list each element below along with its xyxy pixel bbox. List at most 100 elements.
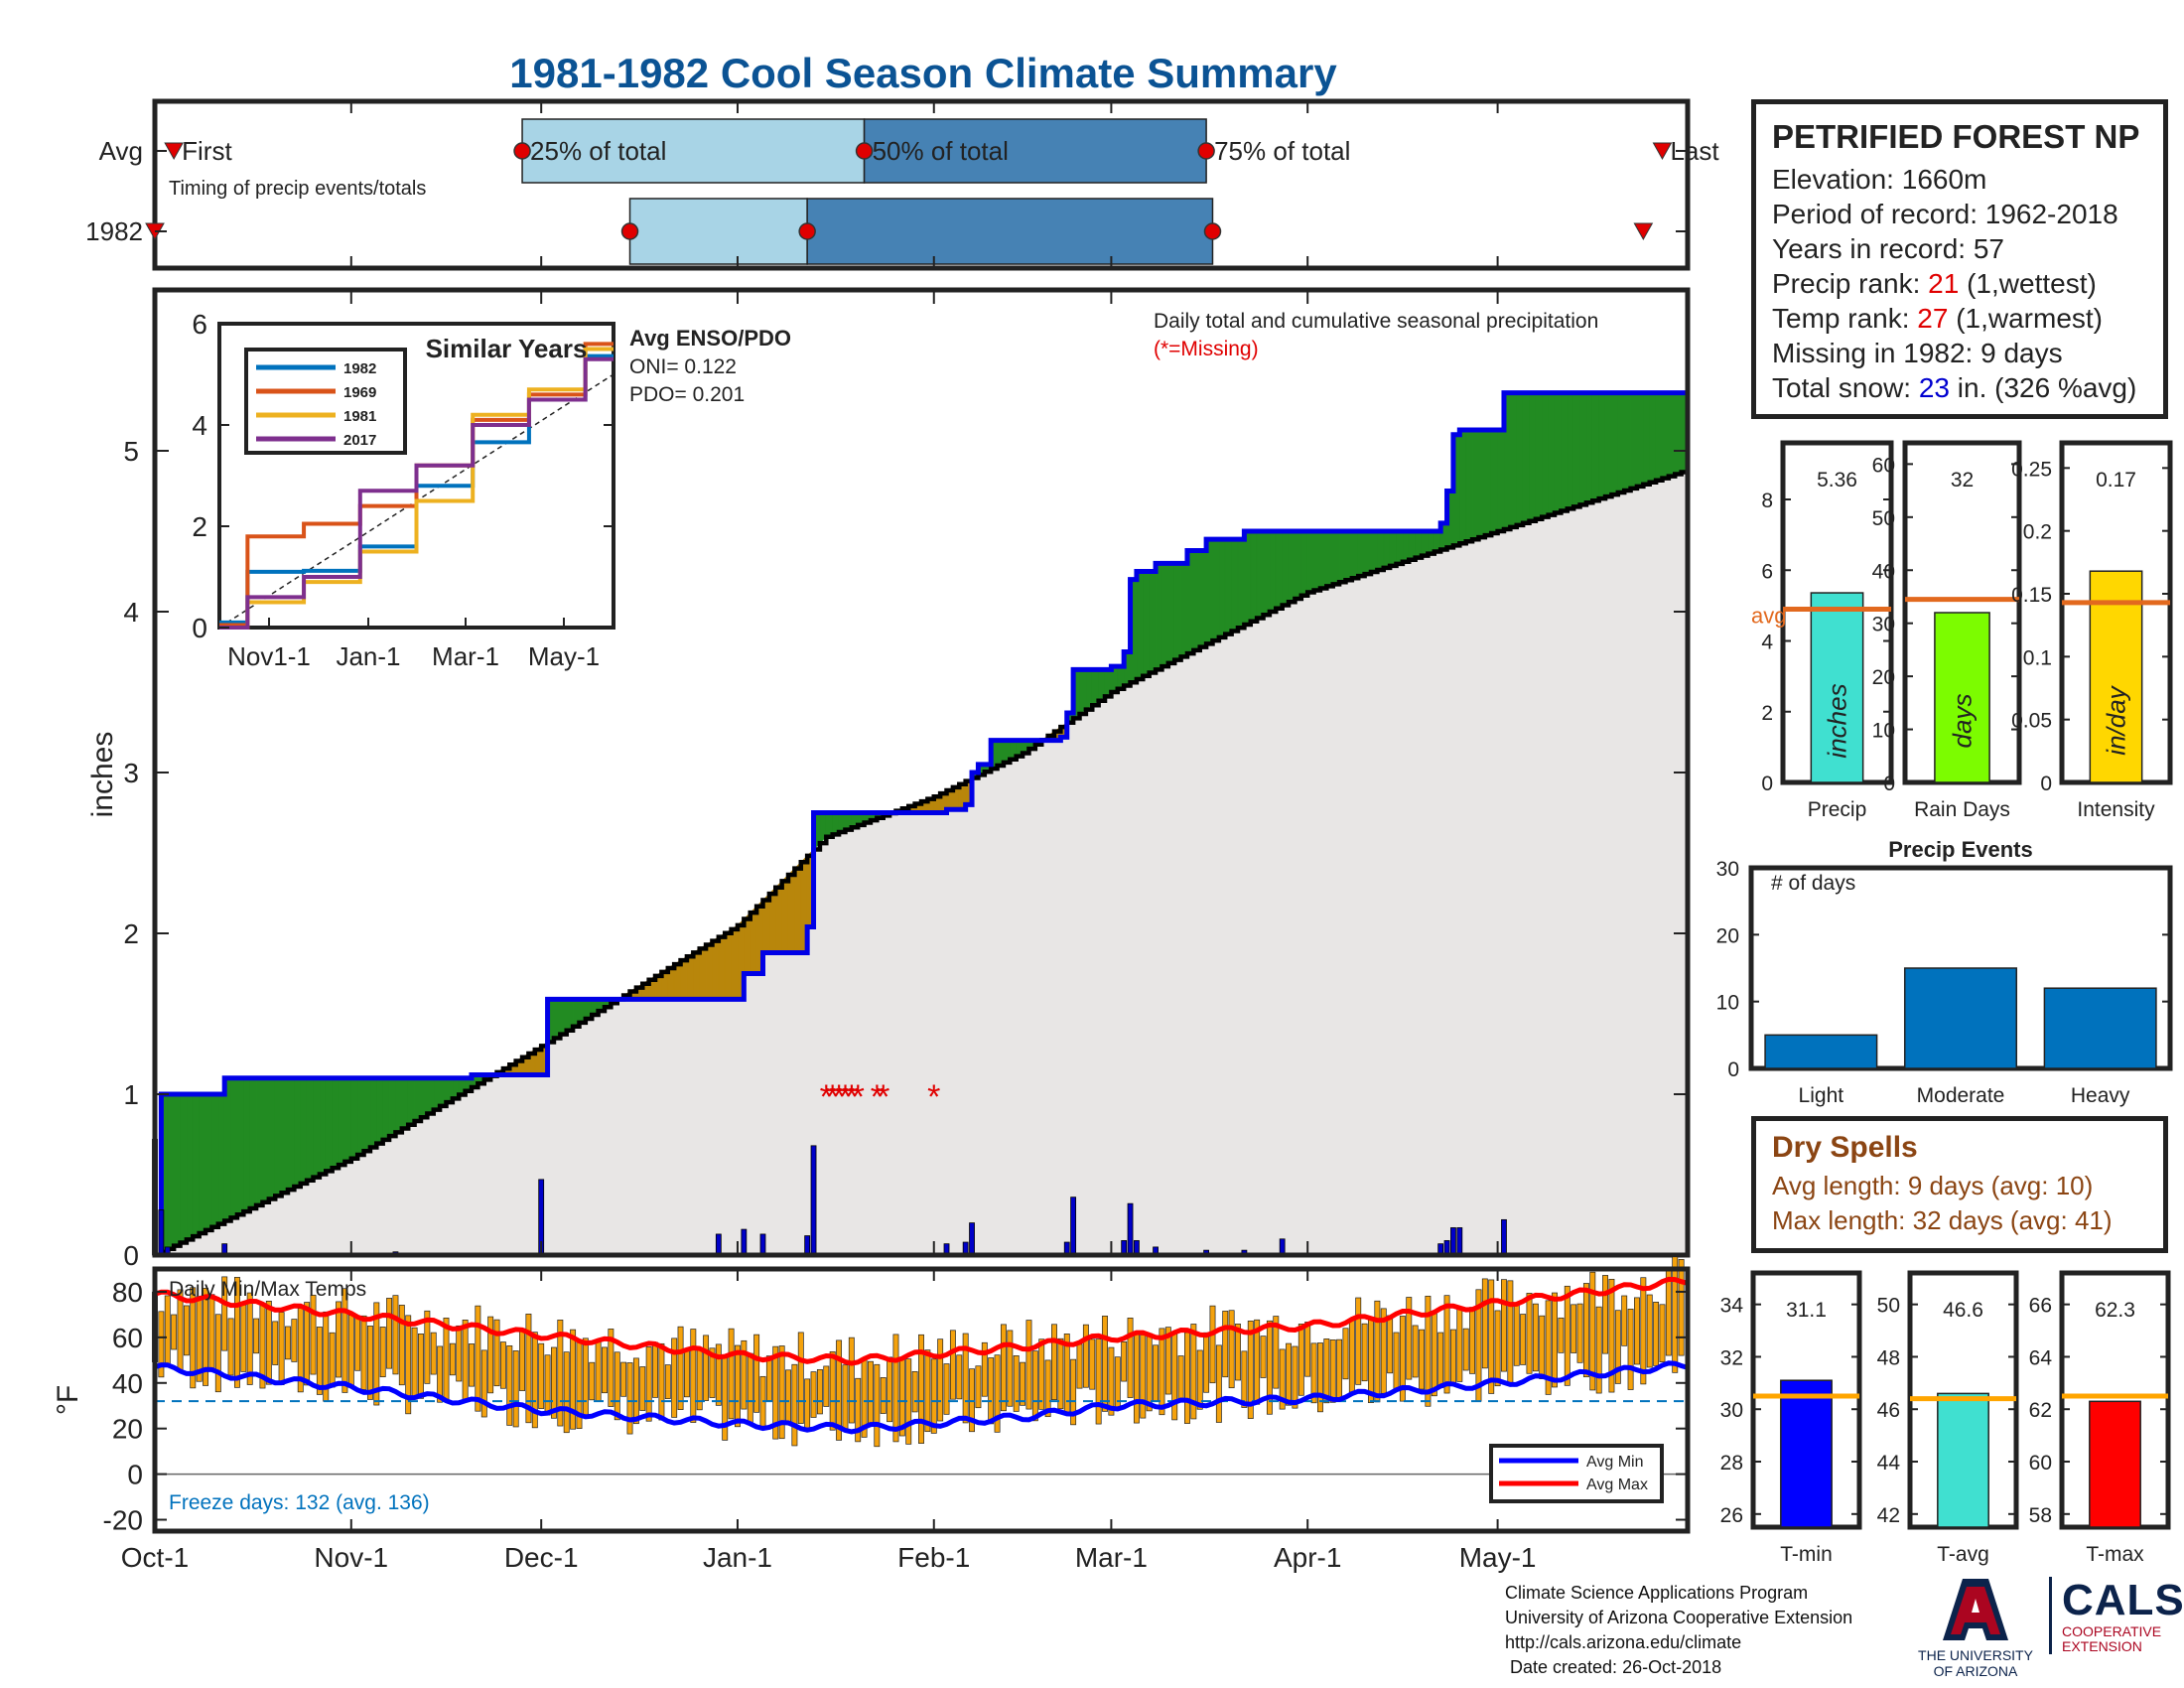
inset-title: Similar Years — [426, 334, 588, 363]
daily-temp-range-bar — [240, 1304, 247, 1372]
daily-temp-range-bar — [1222, 1311, 1229, 1378]
dry-spells-box: Dry Spells Avg length: 9 days (avg: 10) … — [1751, 1116, 2168, 1253]
daily-temp-range-bar — [1215, 1344, 1222, 1423]
daily-temp-range-bar — [1564, 1285, 1570, 1386]
above-avg-fill — [1567, 392, 1574, 509]
above-avg-fill — [262, 1077, 270, 1203]
inset-xtick-label: Nov1-1 — [227, 641, 311, 671]
summary-xlabel-T-min: T-min — [1780, 1543, 1833, 1566]
daily-temp-range-bar — [1329, 1339, 1336, 1403]
inset-series-line-2017 — [219, 356, 614, 630]
above-avg-fill — [1136, 571, 1144, 680]
inset-ytick-label: 2 — [192, 511, 207, 542]
daily-temp-range-bar — [1576, 1303, 1583, 1363]
missing-day-marker: * — [826, 1078, 839, 1116]
daily-temp-range-bar — [551, 1346, 557, 1419]
daily-temp-range-bar — [728, 1328, 735, 1420]
avg-min-line — [154, 1360, 1689, 1435]
daily-temp-range-bar — [379, 1327, 386, 1378]
daily-temp-range-bar — [1273, 1316, 1280, 1389]
summary-ytick-label: 40 — [1872, 560, 1895, 583]
above-avg-fill — [1319, 530, 1327, 589]
above-avg-fill — [205, 1093, 212, 1231]
main-annotation: Daily total and cumulative seasonal prec… — [1154, 310, 1598, 333]
inset-legend-label: 1969 — [343, 384, 376, 401]
inset-legend-label: 1982 — [343, 360, 376, 377]
daily-temp-range-bar — [677, 1326, 684, 1410]
timing-box-lower-1982 — [628, 198, 808, 265]
temps-legend-box — [1489, 1444, 1664, 1503]
daily-temp-range-bar — [272, 1321, 279, 1365]
daily-precip-bar — [1070, 1196, 1077, 1256]
precip-summary-panels: 0 2 4 6 8 5.36 Precip inches avg 0 10 20 30 40 50 60 32 R… — [1751, 440, 2173, 821]
summary-ytick-label: 26 — [1720, 1504, 1743, 1527]
above-avg-fill — [223, 1077, 231, 1221]
daily-temp-range-bar — [1342, 1328, 1349, 1380]
daily-temp-range-bar — [747, 1352, 753, 1426]
temps-title: Daily Min/Max Temps — [169, 1278, 366, 1301]
precip-avg-label: avg — [1751, 603, 1786, 628]
daily-temp-range-bar — [1608, 1278, 1615, 1393]
observed-cumulative-line — [155, 390, 1688, 1258]
timing-label-last: Last — [1670, 136, 1719, 166]
timing-quartile-marker — [1203, 222, 1222, 240]
summary-ytick-label: 2 — [1761, 702, 1773, 725]
daily-temp-range-bar — [1025, 1320, 1032, 1410]
events-ytick-label: 0 — [1727, 1058, 1739, 1081]
missing-day-marker: * — [839, 1078, 852, 1116]
above-avg-fill — [300, 1077, 308, 1185]
daily-temp-range-bar — [563, 1351, 570, 1434]
daily-temp-range-bar — [456, 1325, 463, 1382]
daily-temp-range-bar — [1020, 1361, 1026, 1406]
above-avg-fill — [350, 1077, 358, 1160]
daily-temp-range-bar — [1678, 1259, 1685, 1356]
daily-temp-range-bar — [1108, 1346, 1115, 1416]
daily-temp-range-bar — [398, 1305, 405, 1386]
above-avg-fill — [294, 1077, 302, 1188]
above-avg-fill — [1357, 530, 1365, 577]
daily-temp-range-bar — [823, 1365, 830, 1407]
above-avg-fill — [192, 1093, 200, 1237]
summary-ytick-label: 0 — [1883, 773, 1895, 795]
timing-box-upper-Avg — [863, 118, 1207, 184]
above-avg-fill — [1636, 392, 1644, 488]
timing-quartile-marker — [855, 142, 874, 160]
below-avg-fill — [731, 924, 739, 1000]
summary-ytick-label: 64 — [2029, 1346, 2053, 1369]
station-elevation: Elevation: 1660m — [1772, 164, 1987, 195]
dry-spells-max: Max length: 32 days (avg: 41) — [1772, 1205, 2113, 1235]
daily-temp-range-bar — [1095, 1338, 1102, 1425]
main-ytick-label: 1 — [123, 1079, 139, 1110]
daily-temp-range-bar — [1241, 1350, 1248, 1408]
above-avg-fill — [395, 1077, 403, 1133]
above-avg-fill — [1611, 392, 1619, 495]
above-avg-fill — [1649, 392, 1657, 484]
daily-temp-range-bar — [1374, 1300, 1381, 1403]
daily-temp-range-bar — [316, 1327, 323, 1395]
daily-temp-range-bar — [1076, 1343, 1083, 1389]
daily-temp-range-bar — [602, 1346, 608, 1394]
daily-temp-range-bar — [347, 1315, 354, 1386]
legend-label-avg-min: Avg Min — [1586, 1454, 1644, 1471]
daily-temp-range-bar — [1355, 1297, 1362, 1385]
timing-quartile-marker — [1197, 142, 1215, 160]
daily-precip-bar — [804, 1235, 811, 1256]
summary-bar-Intensity — [2089, 570, 2143, 783]
daily-temp-range-bar — [1449, 1329, 1456, 1385]
daily-temp-range-bar — [1304, 1322, 1311, 1377]
above-avg-fill — [1326, 530, 1334, 587]
daily-temp-range-bar — [360, 1315, 367, 1390]
summary-ytick-label: 30 — [1720, 1399, 1743, 1422]
daily-temp-range-bar — [1545, 1300, 1552, 1395]
daily-temp-range-bar — [1184, 1332, 1190, 1424]
daily-temp-range-bar — [1279, 1348, 1286, 1410]
above-avg-fill — [325, 1077, 333, 1172]
above-avg-fill — [1662, 392, 1670, 480]
summary-unit-Precip: inches — [1823, 683, 1852, 758]
daily-temp-range-bar — [855, 1377, 862, 1443]
daily-temp-range-bar — [1013, 1355, 1020, 1412]
daily-temp-range-bar — [190, 1287, 197, 1389]
freeze-days-label: Freeze days: 132 (avg. 136) — [169, 1491, 430, 1514]
daily-temp-range-bar — [1209, 1305, 1216, 1384]
daily-temp-range-bar — [1419, 1329, 1425, 1390]
